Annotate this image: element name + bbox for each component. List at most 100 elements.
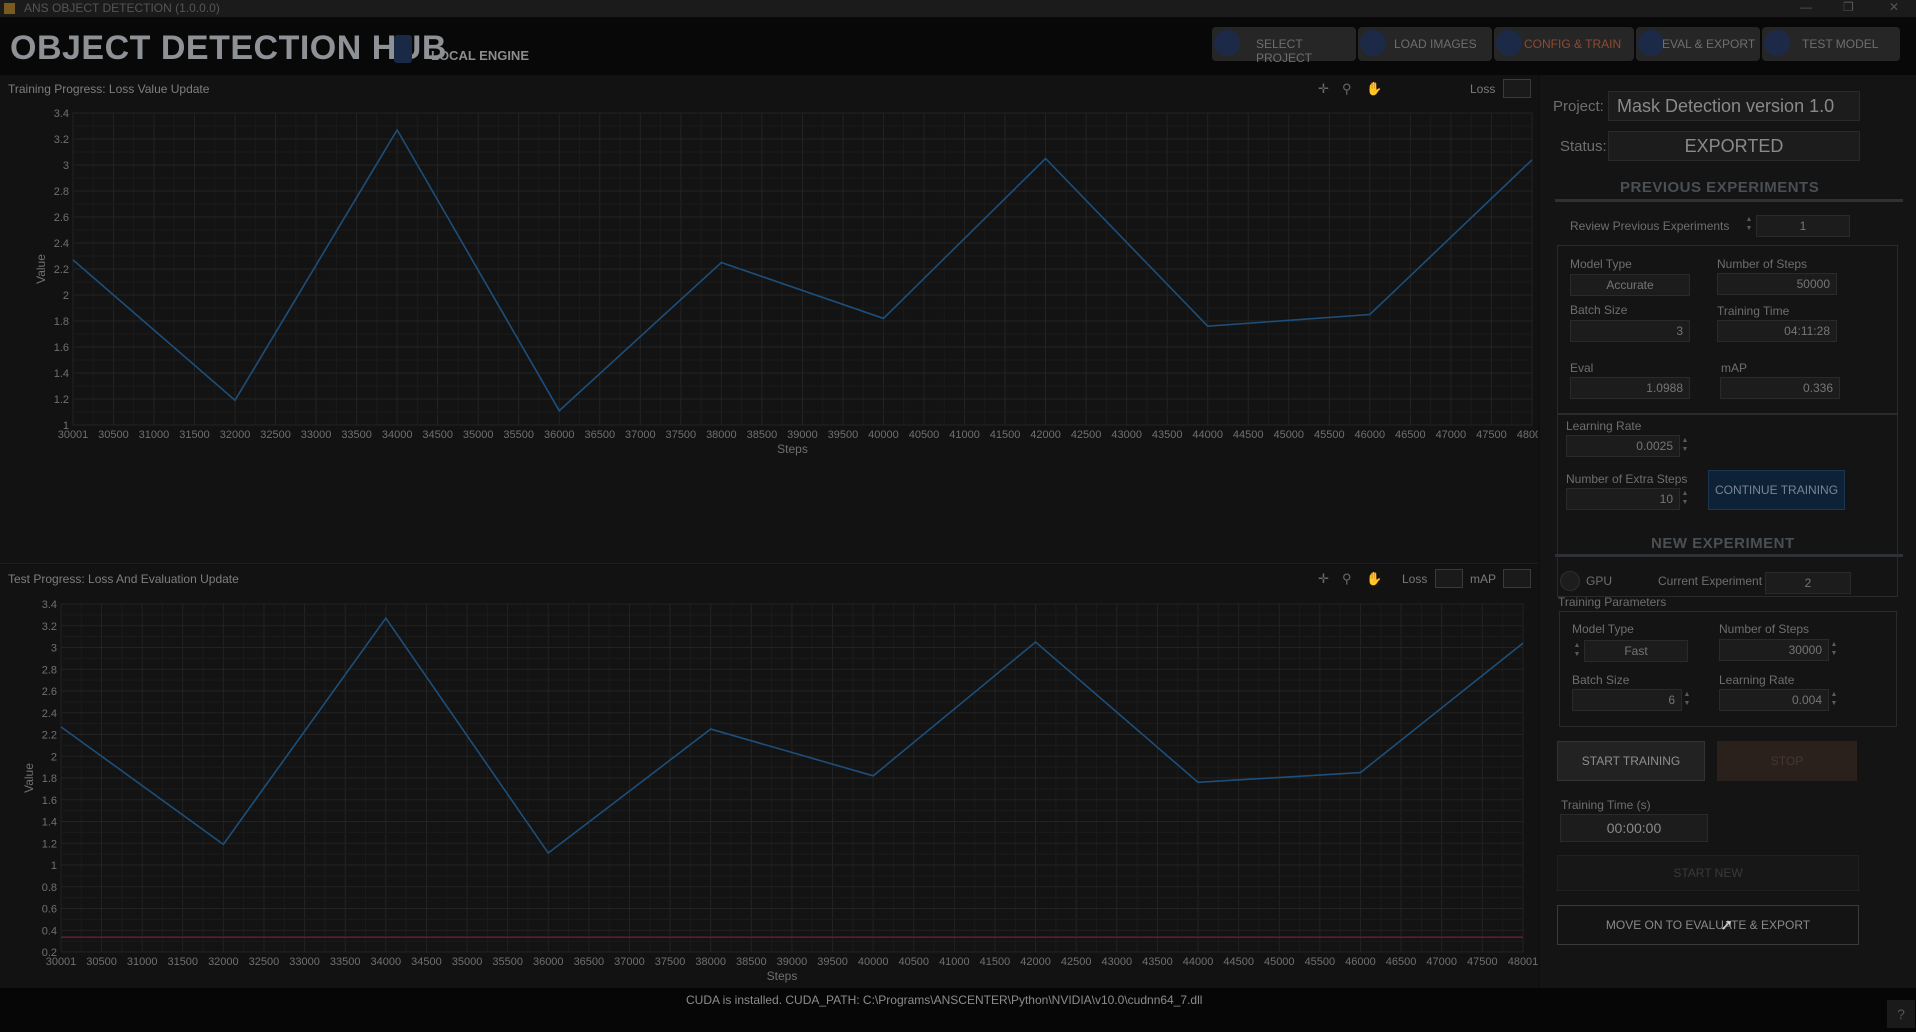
window-title: ANS OBJECT DETECTION (1.0.0.0) <box>24 1 220 15</box>
new-model-type-select[interactable]: Fast <box>1584 640 1688 662</box>
x-tick-label: 38000 <box>695 956 726 968</box>
batch-size-spinner[interactable]: ▲ ▼ <box>1683 691 1691 707</box>
x-tick-label: 44000 <box>1192 429 1223 441</box>
prev-map-field: 0.336 <box>1720 377 1840 399</box>
learning-rate-label: Learning Rate <box>1566 419 1642 433</box>
x-tick-label: 33500 <box>341 429 372 441</box>
x-tick-label: 30500 <box>86 956 117 968</box>
cursor-tool-icon[interactable]: ✛ <box>1318 571 1329 586</box>
steps-spinner[interactable]: ▲ ▼ <box>1830 641 1838 657</box>
stop-button[interactable]: STOP <box>1717 741 1857 781</box>
legend-loss-swatch[interactable] <box>1503 79 1531 98</box>
y-tick-label: 1.8 <box>54 316 69 328</box>
series-line-loss <box>60 616 1524 855</box>
series-line-loss <box>72 128 1533 412</box>
x-tick-label: 35000 <box>452 956 483 968</box>
review-experiment-input[interactable]: 1 <box>1756 215 1850 237</box>
x-tick-label: 30500 <box>98 429 129 441</box>
minimize-button[interactable]: — <box>1800 0 1812 14</box>
y-tick-label: 1 <box>51 860 57 872</box>
x-tick-label: 46000 <box>1345 956 1376 968</box>
x-tick-label: 43500 <box>1152 429 1183 441</box>
training-chart-title: Training Progress: Loss Value Update <box>8 82 210 96</box>
nav-eval-export-button[interactable]: EVAL & EXPORT <box>1636 27 1760 61</box>
x-tick-label: 44500 <box>1223 956 1254 968</box>
start-training-button[interactable]: START TRAINING <box>1557 741 1705 781</box>
review-spinner[interactable]: ▲ ▼ <box>1745 216 1753 232</box>
x-tick-label: 47000 <box>1426 956 1457 968</box>
y-tick-label: 1.6 <box>42 795 57 807</box>
learning-rate-spinner[interactable]: ▲ ▼ <box>1681 437 1689 453</box>
x-tick-label: 32000 <box>208 956 239 968</box>
test-chart-panel: Test Progress: Loss And Evaluation Updat… <box>0 565 1538 989</box>
legend-loss-swatch[interactable] <box>1435 569 1463 588</box>
project-name-field: Mask Detection version 1.0 <box>1608 91 1860 121</box>
extra-steps-input[interactable]: 10 <box>1566 488 1680 510</box>
model-type-spinner[interactable]: ▲ ▼ <box>1573 642 1581 658</box>
eval-label: Eval <box>1570 361 1594 375</box>
new-batch-size-input[interactable]: 6 <box>1572 689 1682 711</box>
learning-rate-spinner[interactable]: ▲ ▼ <box>1830 691 1838 707</box>
training-time-label: Training Time <box>1717 304 1790 318</box>
extra-steps-spinner[interactable]: ▲ ▼ <box>1681 490 1689 506</box>
x-tick-label: 41000 <box>939 956 970 968</box>
x-tick-label: 47500 <box>1476 429 1507 441</box>
test-chart-title: Test Progress: Loss And Evaluation Updat… <box>8 572 239 586</box>
x-tick-label: 32000 <box>220 429 251 441</box>
close-button[interactable]: ✕ <box>1889 0 1900 14</box>
nav-select-project-button[interactable]: SELECT PROJECT <box>1212 27 1356 65</box>
y-axis-label: Value <box>22 763 36 793</box>
cursor-tool-icon[interactable]: ✛ <box>1318 81 1329 96</box>
new-steps-input[interactable]: 30000 <box>1719 639 1829 661</box>
x-axis-label: Steps <box>777 442 808 456</box>
y-tick-label: 1 <box>63 420 69 432</box>
continue-training-button[interactable]: CONTINUE TRAINING <box>1708 470 1845 510</box>
y-tick-label: 3.2 <box>54 134 69 146</box>
move-on-to-evaluate-button[interactable]: MOVE ON TO EVALUATE & EXPORT <box>1557 905 1859 945</box>
learning-rate-label: Learning Rate <box>1719 673 1795 687</box>
x-tick-label: 42500 <box>1071 429 1102 441</box>
y-tick-label: 2.2 <box>54 264 69 276</box>
x-tick-label: 31500 <box>179 429 210 441</box>
images-icon <box>1360 30 1386 56</box>
project-label: Project: <box>1553 98 1604 115</box>
x-tick-label: 46500 <box>1395 429 1426 441</box>
x-tick-label: 33500 <box>330 956 361 968</box>
nav-label: EVAL & EXPORT <box>1662 37 1756 51</box>
x-tick-label: 34000 <box>382 429 413 441</box>
current-experiment-label: Current Experiment <box>1658 574 1763 588</box>
x-tick-label: 36000 <box>544 429 575 441</box>
x-tick-label: 37000 <box>625 429 656 441</box>
gpu-checkbox[interactable] <box>1560 571 1580 591</box>
legend-map-swatch[interactable] <box>1503 569 1531 588</box>
x-tick-label: 37000 <box>614 956 645 968</box>
nav-label: CONFIG & TRAIN <box>1524 37 1622 51</box>
zoom-tool-icon[interactable]: ⚲ <box>1342 571 1352 586</box>
restore-button[interactable]: ❐ <box>1843 0 1854 14</box>
new-learning-rate-input[interactable]: 0.004 <box>1719 689 1829 711</box>
x-tick-label: 36500 <box>584 429 615 441</box>
x-tick-label: 39000 <box>777 956 808 968</box>
nav-test-model-button[interactable]: TEST MODEL <box>1762 27 1900 61</box>
y-tick-label: 2 <box>51 751 57 763</box>
training-time-display: 00:00:00 <box>1560 814 1708 842</box>
pan-tool-icon[interactable]: ✋ <box>1366 571 1383 586</box>
nav-config-train-button[interactable]: CONFIG & TRAIN <box>1494 27 1634 61</box>
y-tick-label: 1.4 <box>42 817 57 829</box>
x-tick-label: 43500 <box>1142 956 1173 968</box>
y-tick-label: 2.6 <box>54 212 69 224</box>
review-experiments-label: Review Previous Experiments <box>1570 219 1730 233</box>
continue-learning-rate-input[interactable]: 0.0025 <box>1566 435 1680 457</box>
x-tick-label: 35500 <box>503 429 534 441</box>
x-tick-label: 30001 <box>58 429 89 441</box>
zoom-tool-icon[interactable]: ⚲ <box>1342 81 1352 96</box>
start-new-button[interactable]: START NEW <box>1557 855 1859 891</box>
y-tick-label: 1.2 <box>54 394 69 406</box>
x-tick-label: 32500 <box>249 956 280 968</box>
training-parameters-label: Training Parameters <box>1558 595 1667 609</box>
help-icon[interactable]: ? <box>1887 1000 1915 1028</box>
nav-load-images-button[interactable]: LOAD IMAGES <box>1358 27 1492 61</box>
x-tick-label: 38000 <box>706 429 737 441</box>
pan-tool-icon[interactable]: ✋ <box>1366 81 1383 96</box>
x-tick-label: 41500 <box>980 956 1011 968</box>
